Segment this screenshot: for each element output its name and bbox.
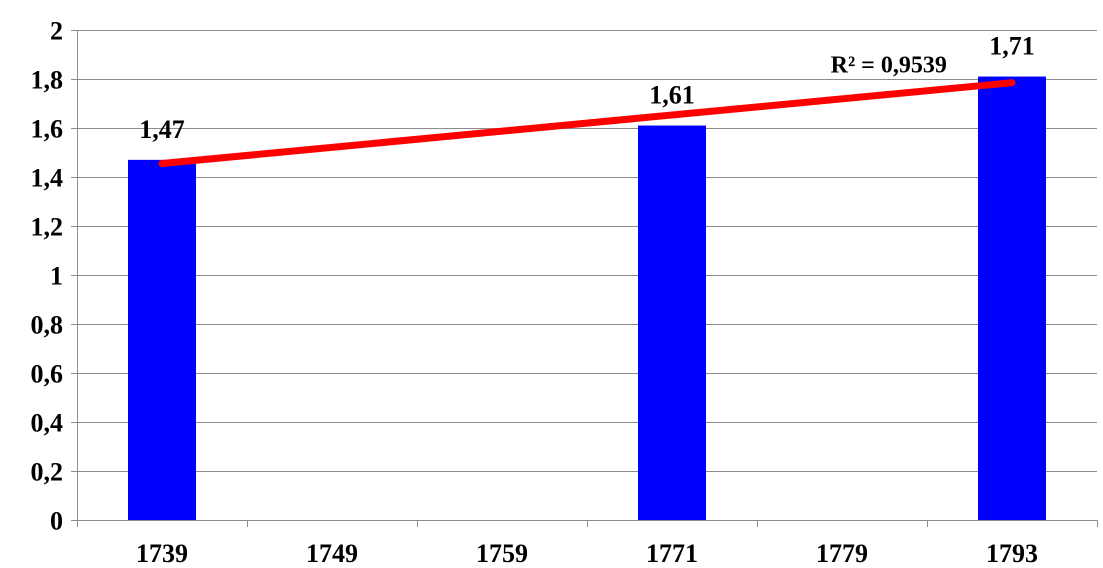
y-tick-label: 1,2 — [31, 213, 64, 242]
y-tick-label: 1 — [50, 262, 63, 291]
trendline-r2-label: R² = 0,9539 — [831, 52, 947, 78]
y-tick-label: 1,6 — [31, 115, 64, 144]
y-tick-label: 0,8 — [31, 311, 64, 340]
axes — [71, 30, 1098, 527]
data-label-1771: 1,61 — [649, 81, 695, 110]
y-tick-label: 0,6 — [31, 360, 64, 389]
x-tick-label-1793: 1793 — [986, 539, 1038, 568]
y-tick-label: 1,4 — [31, 164, 64, 193]
x-tick-label-1759: 1759 — [476, 539, 528, 568]
y-tick-label: 2 — [50, 17, 63, 46]
labels: 0 0,2 0,4 0,6 0,8 1 1,2 1,4 1,6 1,8 2 1739 1,47 1749 1… — [31, 17, 1039, 568]
y-tick-label: 1,8 — [31, 66, 64, 95]
bars — [128, 76, 1046, 521]
y-tick-label: 0,4 — [31, 409, 64, 438]
data-label-1739: 1,47 — [139, 115, 185, 144]
x-tick-label-1779: 1779 — [816, 539, 868, 568]
gridlines — [77, 30, 1097, 472]
y-tick-label: 0,2 — [31, 458, 64, 487]
x-tick-label-1739: 1739 — [136, 539, 188, 568]
data-label-1793: 1,71 — [989, 32, 1035, 61]
bar-1793 — [978, 76, 1046, 521]
x-tick-label-1749: 1749 — [306, 539, 358, 568]
trendline — [158, 79, 1016, 168]
y-tick-label: 0 — [50, 507, 63, 536]
bar-1771 — [638, 125, 706, 521]
trendline-group — [158, 79, 1016, 168]
bar-1739 — [128, 159, 196, 520]
x-tick-label-1771: 1771 — [646, 539, 698, 568]
